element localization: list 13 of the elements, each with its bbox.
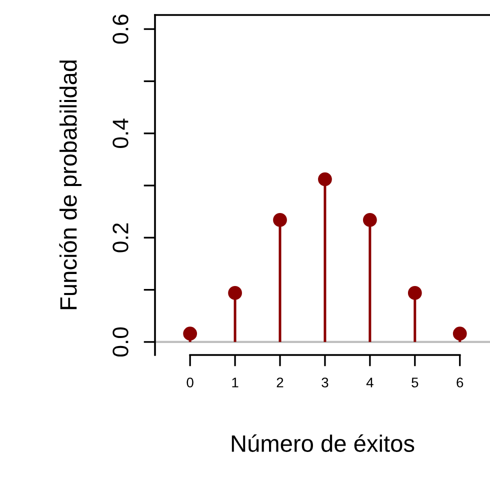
y-tick-label: 0.2 <box>112 223 128 252</box>
x-tick-label: 5 <box>412 378 418 388</box>
x-axis-title: Número de éxitos <box>232 434 414 452</box>
y-tick-label: 0.4 <box>112 118 128 148</box>
x-tick-label: 1 <box>232 378 238 388</box>
x-tick-label: 3 <box>322 378 328 388</box>
x-tick-label: 6 <box>456 378 464 388</box>
y-tick-label: 0.0 <box>112 327 128 357</box>
x-tick-label: 2 <box>276 378 284 388</box>
y-tick-label: 0.6 <box>112 14 128 44</box>
x-tick-label: 4 <box>366 378 374 388</box>
y-axis-title: Función de probabilidad <box>59 60 82 310</box>
x-tick-label: 0 <box>186 378 194 388</box>
